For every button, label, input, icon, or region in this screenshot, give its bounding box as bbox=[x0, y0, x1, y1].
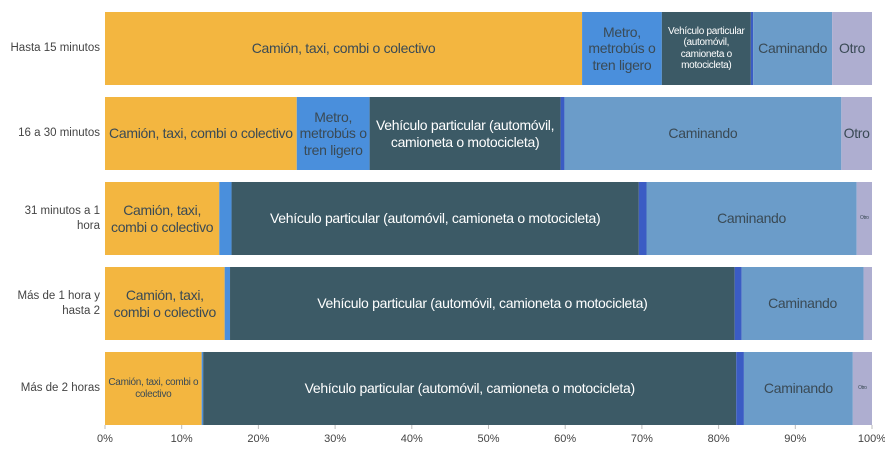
segment-label-box: Otro bbox=[860, 214, 869, 221]
segment-label-box: Caminando bbox=[668, 125, 738, 142]
bar-segment bbox=[105, 352, 202, 425]
bar-segment bbox=[736, 352, 744, 425]
segment-label-box: Vehículo particular (automóvil, camionet… bbox=[270, 210, 601, 227]
segment-label-box: Camión, taxi, combi o colectivo bbox=[108, 377, 199, 400]
segment-label-box: Vehículo particular (automóvil, camionet… bbox=[304, 380, 636, 397]
x-tick-label: 60% bbox=[554, 433, 576, 445]
bar-segment bbox=[852, 352, 872, 425]
segment-label: Otro bbox=[860, 214, 869, 221]
segment-label: Camión, taxi, combi o colectivo bbox=[111, 202, 214, 235]
segment-label-box: Metro, metrobús o tren ligero bbox=[588, 24, 656, 73]
y-tick-label-box: Hasta 15 minutos bbox=[10, 42, 101, 55]
segment-label: Vehículo particular (automóvil, camionet… bbox=[304, 380, 636, 397]
segment-label: Otro bbox=[839, 40, 866, 57]
x-tick-label: 70% bbox=[631, 433, 653, 445]
segment-label: Caminando bbox=[717, 210, 787, 227]
segment-label-box: Metro, metrobús o tren ligero bbox=[299, 109, 367, 158]
segment-label: Caminando bbox=[758, 40, 828, 57]
bar-segment bbox=[296, 97, 370, 170]
y-tick-label: Más de 1 hora y hasta 2 bbox=[17, 289, 100, 317]
bar-segment bbox=[105, 12, 583, 85]
segment-label: Otro bbox=[843, 125, 870, 142]
segment-label: Metro, metrobús o tren ligero bbox=[299, 109, 367, 158]
bar-segment bbox=[741, 267, 864, 340]
bar-segment bbox=[105, 267, 225, 340]
bar-segment bbox=[230, 267, 735, 340]
bar-segment bbox=[560, 97, 565, 170]
bar-segment bbox=[753, 12, 833, 85]
bar-segment bbox=[105, 97, 297, 170]
segment-label-box: Caminando bbox=[768, 295, 838, 312]
bar-segment bbox=[856, 182, 872, 255]
x-tick-label: 50% bbox=[477, 433, 499, 445]
y-tick-label-box: Más de 1 hora y hasta 2 bbox=[17, 289, 100, 317]
x-tick-label: 90% bbox=[784, 433, 806, 445]
y-tick-label-box: Más de 2 horas bbox=[20, 382, 100, 395]
segment-label: Camión, taxi, combi o colectivo bbox=[251, 40, 436, 57]
segment-label-box: Camión, taxi, combi o colectivo bbox=[111, 202, 214, 235]
y-tick-label-box: 16 a 30 minutos bbox=[18, 127, 100, 140]
bar-segment bbox=[564, 97, 842, 170]
y-tick-label: Más de 2 horas bbox=[20, 382, 100, 395]
bar-segment bbox=[369, 97, 561, 170]
x-tick-label: 80% bbox=[708, 433, 730, 445]
bar-segment bbox=[219, 182, 232, 255]
bar-segment bbox=[863, 267, 872, 340]
segment-label: Vehículo particular (automóvil, camionet… bbox=[668, 25, 745, 72]
bar-segment bbox=[750, 12, 754, 85]
segment-label: Caminando bbox=[668, 125, 738, 142]
segment-label-box: Otro bbox=[858, 384, 867, 391]
segment-label: Vehículo particular (automóvil, camionet… bbox=[375, 117, 555, 150]
x-tick-label: 40% bbox=[401, 433, 423, 445]
segment-label-box: Camión, taxi, combi o colectivo bbox=[113, 287, 217, 320]
x-tick-label: 10% bbox=[171, 433, 193, 445]
y-tick-label: Hasta 15 minutos bbox=[10, 42, 101, 55]
bar-segment bbox=[105, 182, 220, 255]
y-tick-label: 31 minutos a 1 hora bbox=[24, 204, 100, 232]
segment-label-box: Camión, taxi, combi o colectivo bbox=[109, 125, 293, 142]
segment-label-box: Vehículo particular (automóvil, camionet… bbox=[668, 25, 745, 72]
segment-label-box: Vehículo particular (automóvil, camionet… bbox=[317, 295, 648, 312]
x-tick-label: 30% bbox=[324, 433, 346, 445]
segment-label: Vehículo particular (automóvil, camionet… bbox=[270, 210, 601, 227]
y-tick-label: 16 a 30 minutos bbox=[18, 127, 100, 140]
segment-label: Metro, metrobús o tren ligero bbox=[588, 24, 656, 73]
x-tick-label: 100% bbox=[858, 433, 885, 445]
bar-segment bbox=[582, 12, 662, 85]
segment-label-box: Caminando bbox=[758, 40, 828, 57]
bar-segment bbox=[661, 12, 751, 85]
segment-label-box: Caminando bbox=[763, 380, 833, 397]
bar-segment bbox=[832, 12, 872, 85]
segment-label: Vehículo particular (automóvil, camionet… bbox=[317, 295, 648, 312]
bar-segment bbox=[646, 182, 857, 255]
segment-label-box: Caminando bbox=[717, 210, 787, 227]
bar-segment bbox=[734, 267, 742, 340]
segment-label: Camión, taxi, combi o colectivo bbox=[109, 125, 293, 142]
bar-segment bbox=[638, 182, 647, 255]
segment-label-box: Vehículo particular (automóvil, camionet… bbox=[375, 117, 555, 150]
bar-segment bbox=[224, 267, 231, 340]
segment-label-box: Camión, taxi, combi o colectivo bbox=[251, 40, 436, 57]
bar-segment bbox=[201, 352, 204, 425]
segment-label-box: Otro bbox=[843, 125, 870, 142]
bar-segment bbox=[743, 352, 853, 425]
x-tick-label: 20% bbox=[247, 433, 269, 445]
bar-segment bbox=[231, 182, 639, 255]
segment-label: Camión, taxi, combi o colectivo bbox=[113, 287, 217, 320]
segment-label: Camión, taxi, combi o colectivo bbox=[108, 377, 199, 400]
segment-label: Caminando bbox=[768, 295, 838, 312]
bar-segment bbox=[841, 97, 872, 170]
segment-label: Caminando bbox=[763, 380, 833, 397]
x-tick-label: 0% bbox=[97, 433, 113, 445]
bar-segment bbox=[203, 352, 737, 425]
segment-label-box: Otro bbox=[839, 40, 866, 57]
segment-label: Otro bbox=[858, 384, 867, 391]
y-tick-label-box: 31 minutos a 1 hora bbox=[24, 204, 100, 232]
